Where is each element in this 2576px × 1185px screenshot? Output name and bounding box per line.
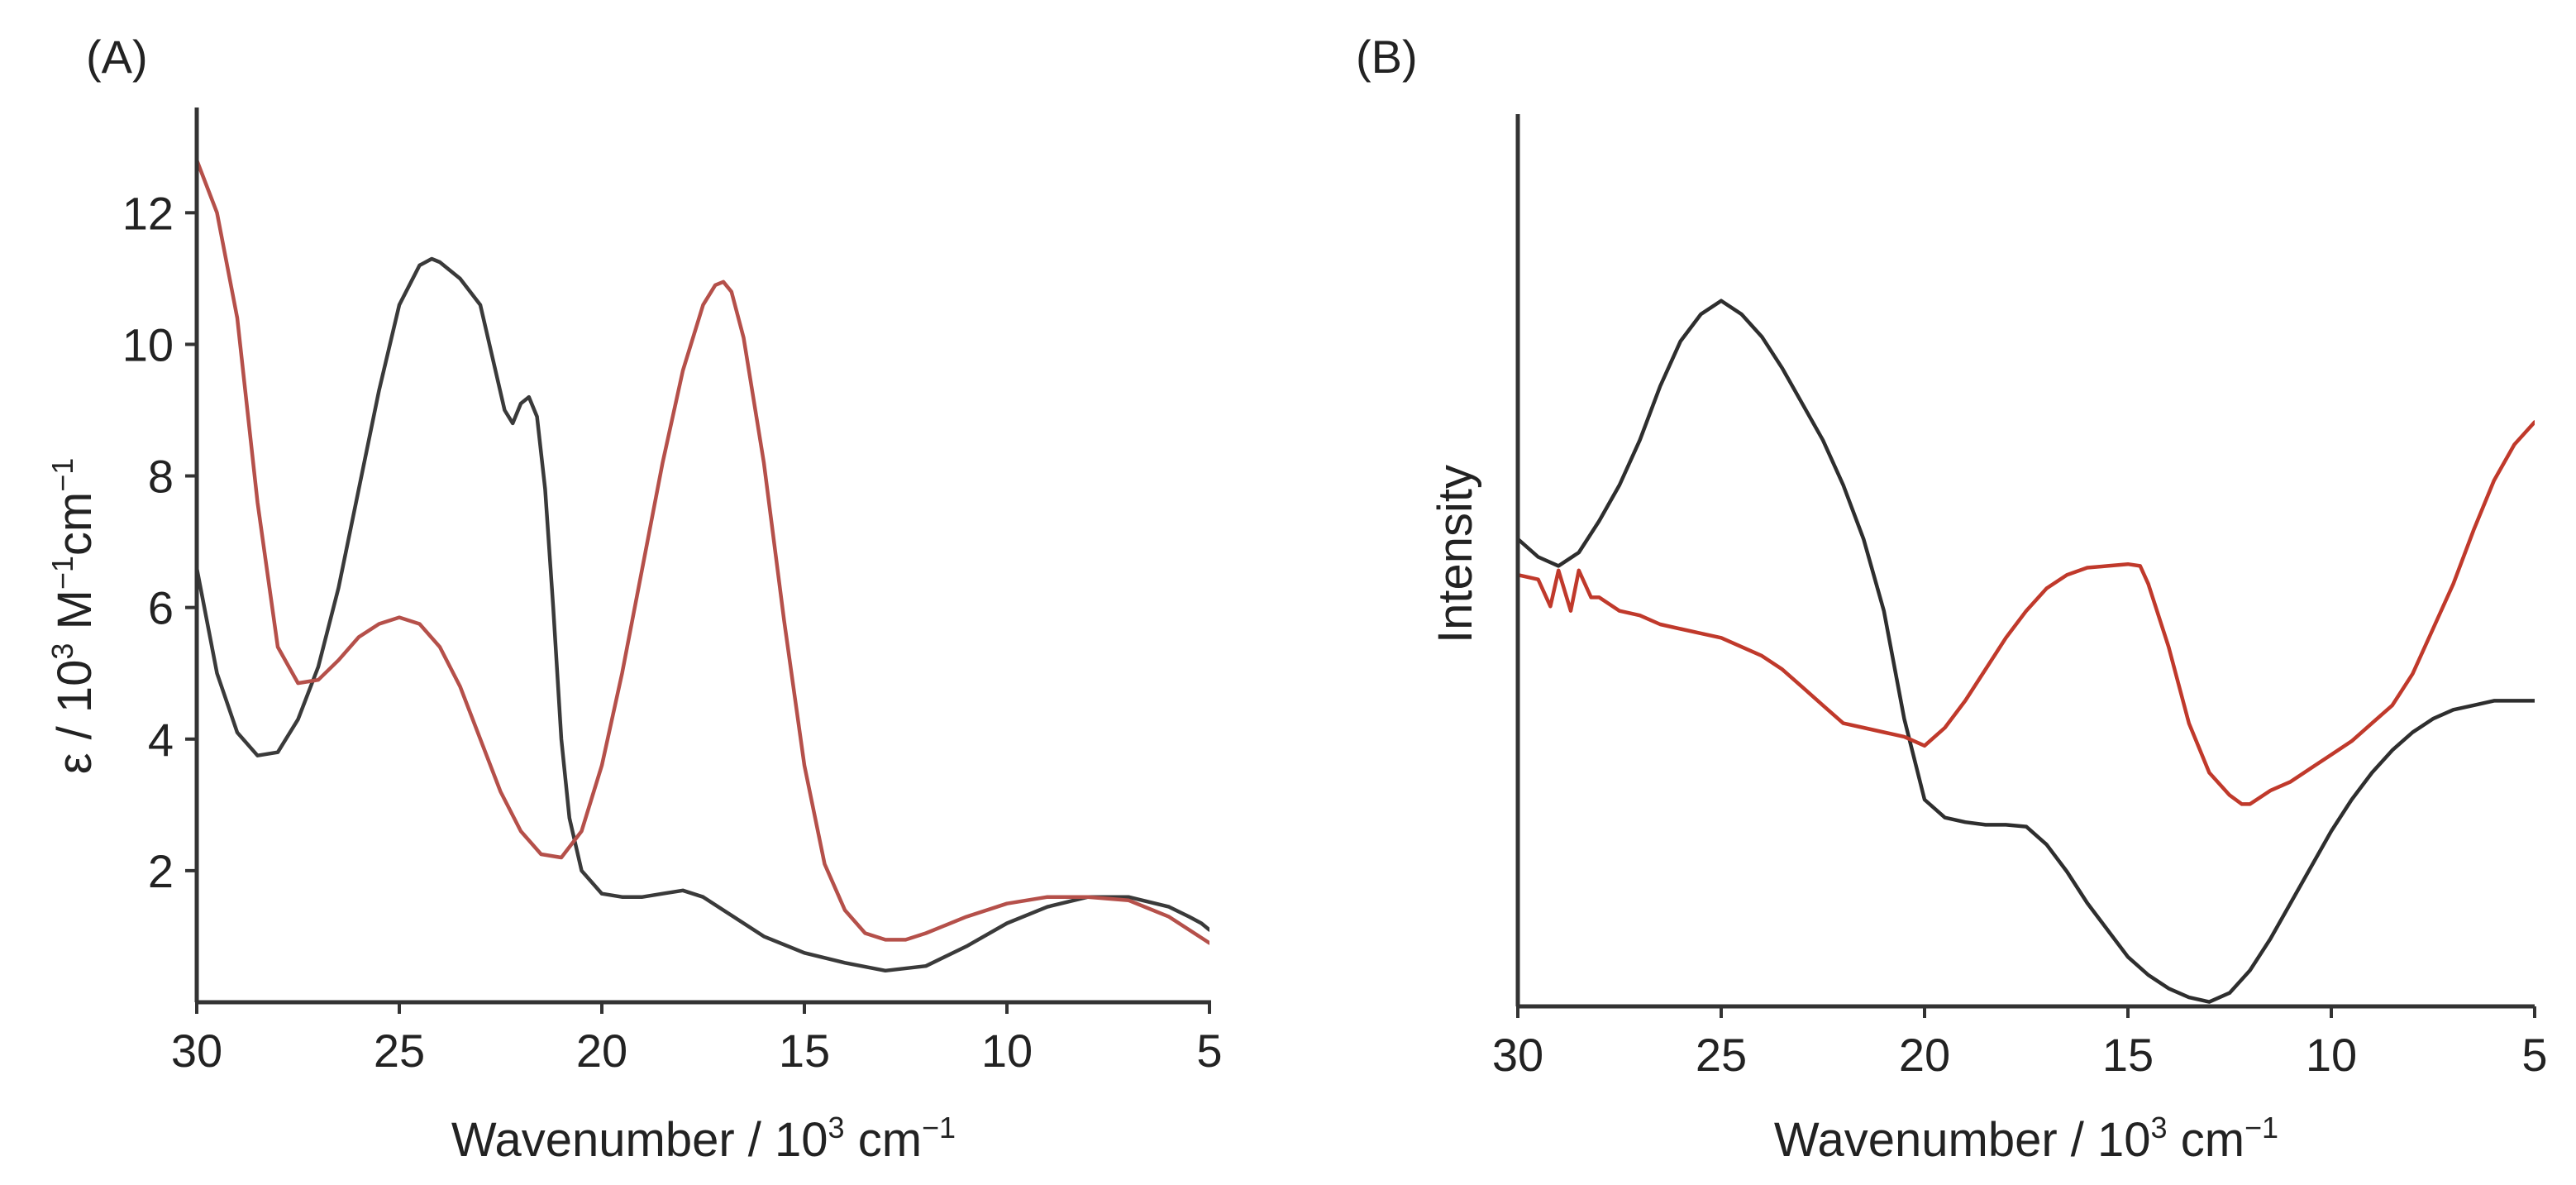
panel-a-y-tick-label: 10: [122, 318, 174, 370]
panel-b-x-tick-label: 30: [1492, 1029, 1543, 1081]
panel-a-y-axis-title: ε / 103 M−1cm−1: [45, 458, 102, 775]
panel-b-x-tick-label: 25: [1696, 1029, 1747, 1081]
panel-b-x-tick-label: 20: [1899, 1029, 1950, 1081]
panel-a-x-tick-label: 25: [374, 1025, 425, 1077]
panel-b-series-black: [1518, 299, 2535, 1004]
panel-b-chart: (B) 30 25 20 15 10 5 Wavenumber / 103 cm−1 In…: [1356, 31, 2548, 1167]
panel-b-x-tick-label: 15: [2102, 1029, 2154, 1081]
panel-a-label: (A): [86, 31, 148, 83]
panel-a-y-ticks: 2 4 6 8 10 12: [122, 187, 197, 897]
panel-b-x-ticks: 30 25 20 15 10 5: [1492, 1006, 2548, 1081]
panel-a-x-ticks: 30 25 20 15 10 5: [171, 1002, 1223, 1077]
panel-a-y-tick-label: 12: [122, 187, 174, 239]
panel-a-y-tick-label: 2: [148, 845, 174, 897]
panel-b-x-axis-title: Wavenumber / 103 cm−1: [1774, 1111, 2278, 1167]
panel-a-x-tick-label: 10: [981, 1025, 1033, 1077]
panel-a-series-red: [197, 158, 1209, 945]
panel-a-x-tick-label: 5: [1196, 1025, 1222, 1077]
panel-b-series: [1518, 299, 2535, 1004]
panel-b-label: (B): [1356, 31, 1418, 83]
panel-b-y-axis-title: Intensity: [1429, 465, 1482, 643]
panel-a-x-axis-title: Wavenumber / 103 cm−1: [451, 1111, 956, 1167]
panel-a-x-tick-label: 30: [171, 1025, 222, 1077]
panel-b-x-tick-label: 10: [2306, 1029, 2357, 1081]
panel-a-series-black: [197, 256, 1209, 973]
panel-b-series-red: [1518, 420, 2535, 806]
panel-a-y-tick-label: 8: [148, 451, 174, 503]
panel-a-chart: (A) 30 25 20 15 10 5 2 4 6 8 10 12 Wavenumber / 10…: [45, 31, 1223, 1167]
panel-a-x-tick-label: 15: [779, 1025, 830, 1077]
panel-a-x-tick-label: 20: [576, 1025, 627, 1077]
panel-b-x-tick-label: 5: [2521, 1029, 2547, 1081]
panel-a-y-tick-label: 4: [148, 714, 174, 766]
panel-a-y-tick-label: 6: [148, 582, 174, 634]
panel-a-series: [197, 158, 1209, 973]
